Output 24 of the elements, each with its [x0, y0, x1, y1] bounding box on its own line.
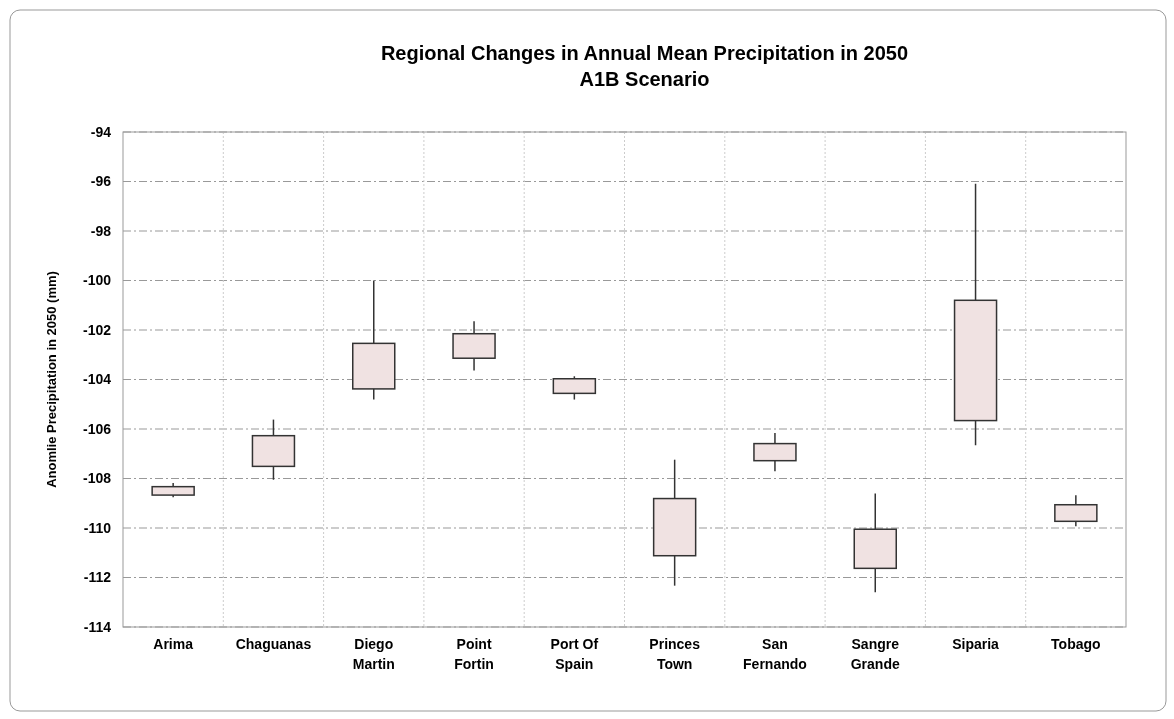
x-tick-label: Diego Martin	[352, 636, 395, 672]
y-tick-label: -106	[82, 420, 112, 437]
y-tick-label: -96	[90, 173, 112, 190]
y-tick-label: -100	[82, 272, 112, 289]
y-tick-label: -104	[82, 371, 112, 388]
y-tick-label: -112	[83, 569, 112, 586]
x-tick-label: Arima	[153, 636, 194, 652]
y-tick-label: -102	[82, 321, 112, 338]
x-tick-label: Port Of Spain	[550, 636, 599, 672]
y-tick-label: -94	[90, 123, 112, 140]
chart-subtitle: A1B Scenario	[579, 68, 710, 90]
y-axis-title: Anomlie Precipitation in 2050 (mm)	[44, 271, 59, 488]
x-tick-label: Tobago	[1051, 636, 1101, 652]
y-tick-label: -108	[82, 470, 112, 487]
x-tick-label: Chaguanas	[235, 636, 312, 652]
x-tick-label: San Fernando	[743, 636, 807, 672]
x-tick-label: Princes Town	[649, 636, 701, 672]
x-tick-label: Siparia	[952, 636, 1000, 652]
x-tick-label: Sangre Grande	[850, 636, 900, 672]
y-tick-label: -98	[90, 222, 112, 239]
chart-title: Regional Changes in Annual Mean Precipitation in 2050	[380, 42, 909, 64]
y-tick-label: -114	[83, 618, 112, 635]
y-tick-label: -110	[83, 519, 112, 536]
x-tick-label: Point Fortin	[454, 636, 494, 672]
